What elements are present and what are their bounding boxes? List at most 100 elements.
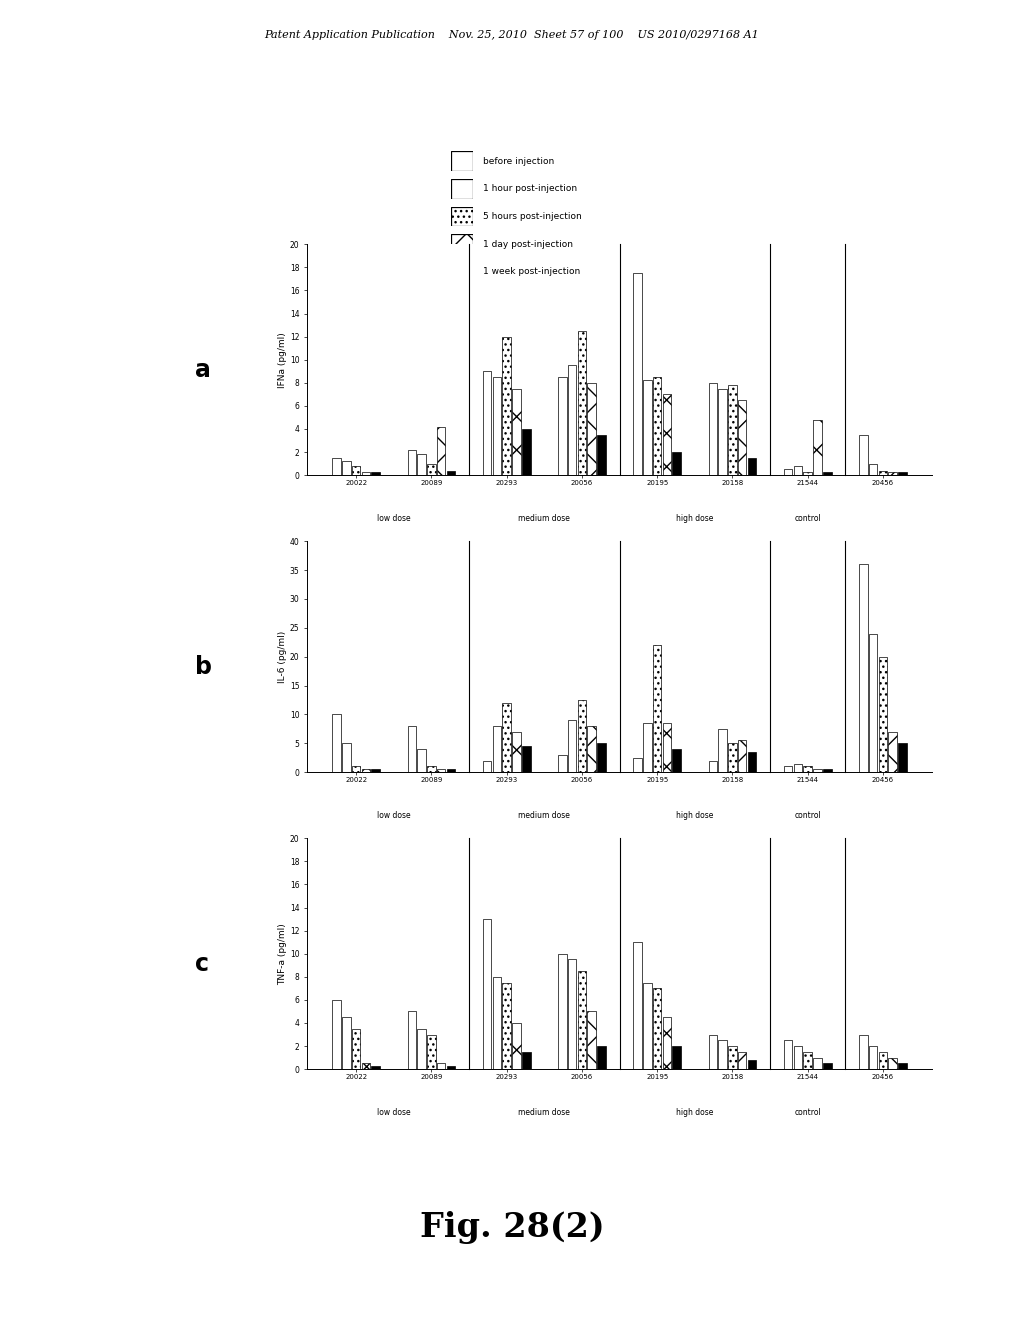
Bar xyxy=(783,767,793,772)
Bar xyxy=(588,726,596,772)
Text: 1 day post-injection: 1 day post-injection xyxy=(483,240,573,248)
Bar xyxy=(728,385,736,475)
Bar xyxy=(633,273,642,475)
Bar xyxy=(427,767,435,772)
Bar xyxy=(418,750,426,772)
Bar xyxy=(718,388,727,475)
Bar xyxy=(503,337,511,475)
Bar xyxy=(783,1040,793,1069)
Bar xyxy=(588,383,596,475)
Bar xyxy=(879,470,887,475)
Bar xyxy=(868,634,878,772)
Bar xyxy=(718,729,727,772)
Bar xyxy=(879,1052,887,1069)
Text: 5 hours post-injection: 5 hours post-injection xyxy=(483,213,582,220)
Bar xyxy=(804,767,812,772)
Bar xyxy=(653,645,662,772)
Bar xyxy=(446,770,456,772)
Text: b: b xyxy=(195,655,212,678)
Bar xyxy=(567,960,577,1069)
Bar xyxy=(794,763,802,772)
Bar xyxy=(859,1035,867,1069)
Bar xyxy=(512,731,521,772)
Bar xyxy=(372,471,380,475)
Bar xyxy=(332,714,341,772)
Bar xyxy=(813,1057,821,1069)
Bar xyxy=(361,770,371,772)
Text: high dose: high dose xyxy=(676,1109,714,1118)
Bar xyxy=(868,1045,878,1069)
Bar xyxy=(709,383,717,475)
Bar xyxy=(482,919,492,1069)
Bar xyxy=(493,977,501,1069)
Bar xyxy=(446,470,456,475)
Text: control: control xyxy=(795,515,821,524)
Bar xyxy=(427,1035,435,1069)
Bar xyxy=(493,378,501,475)
Bar xyxy=(859,434,867,475)
Bar xyxy=(332,458,341,475)
Bar xyxy=(813,420,821,475)
Bar xyxy=(653,378,662,475)
Bar xyxy=(643,982,651,1069)
Bar xyxy=(418,1028,426,1069)
Bar xyxy=(361,1064,371,1069)
Bar xyxy=(738,1052,746,1069)
Bar xyxy=(738,400,746,475)
Bar xyxy=(482,760,492,772)
Bar xyxy=(709,760,717,772)
Bar xyxy=(408,450,416,475)
Bar xyxy=(522,1052,530,1069)
Bar xyxy=(408,726,416,772)
Text: Patent Application Publication    Nov. 25, 2010  Sheet 57 of 100    US 2010/0297: Patent Application Publication Nov. 25, … xyxy=(264,30,760,41)
Bar xyxy=(408,1011,416,1069)
Bar xyxy=(352,1028,360,1069)
Bar xyxy=(588,1011,596,1069)
Bar xyxy=(673,750,681,772)
Bar xyxy=(748,752,757,772)
Bar xyxy=(482,371,492,475)
Y-axis label: IFNa (pg/ml): IFNa (pg/ml) xyxy=(279,331,287,388)
Bar xyxy=(503,704,511,772)
Bar xyxy=(578,972,586,1069)
Bar xyxy=(728,743,736,772)
Bar xyxy=(597,743,606,772)
Text: 1 hour post-injection: 1 hour post-injection xyxy=(483,185,578,193)
Bar xyxy=(794,1045,802,1069)
Bar xyxy=(748,458,757,475)
Text: a: a xyxy=(195,358,211,381)
Bar xyxy=(418,454,426,475)
Text: control: control xyxy=(795,1109,821,1118)
Bar xyxy=(889,471,897,475)
Bar xyxy=(372,1065,380,1069)
Bar xyxy=(427,463,435,475)
Bar xyxy=(813,770,821,772)
Bar xyxy=(512,388,521,475)
Bar xyxy=(342,743,350,772)
Text: c: c xyxy=(195,952,209,975)
Y-axis label: IL-6 (pg/ml): IL-6 (pg/ml) xyxy=(279,631,287,682)
Bar xyxy=(738,741,746,772)
Bar xyxy=(633,942,642,1069)
Text: medium dose: medium dose xyxy=(518,515,570,524)
Bar xyxy=(663,395,672,475)
Bar xyxy=(558,378,566,475)
Bar xyxy=(709,1035,717,1069)
Text: Fig. 28(2): Fig. 28(2) xyxy=(420,1212,604,1243)
Bar xyxy=(823,770,831,772)
Text: high dose: high dose xyxy=(676,515,714,524)
Bar xyxy=(748,1060,757,1069)
Bar xyxy=(567,721,577,772)
Bar xyxy=(332,1001,341,1069)
Bar xyxy=(597,1045,606,1069)
Bar xyxy=(804,471,812,475)
Bar xyxy=(558,755,566,772)
Bar xyxy=(503,982,511,1069)
Bar xyxy=(663,1018,672,1069)
Text: control: control xyxy=(795,812,821,821)
Text: low dose: low dose xyxy=(377,1109,411,1118)
Text: 1 week post-injection: 1 week post-injection xyxy=(483,268,581,276)
Bar xyxy=(597,434,606,475)
Bar xyxy=(653,989,662,1069)
Bar xyxy=(352,767,360,772)
